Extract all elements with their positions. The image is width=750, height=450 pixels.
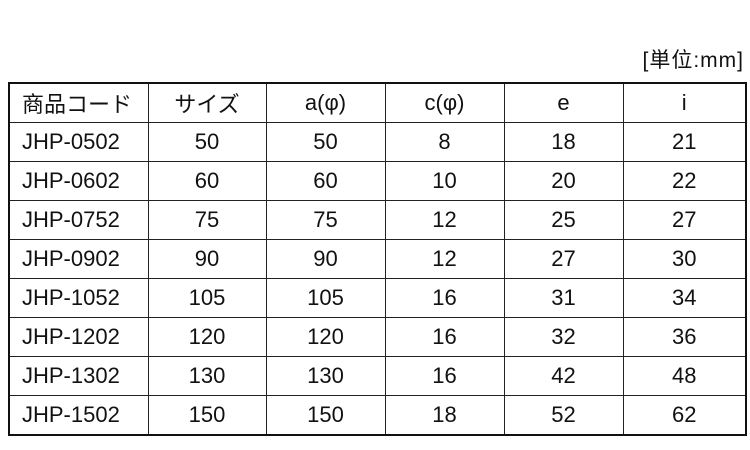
- cell-a-diameter: 50: [265, 122, 386, 162]
- table-row: JHP-0902 90 90 12 27 30: [8, 239, 747, 279]
- table-row: JHP-0752 75 75 12 25 27: [8, 200, 747, 240]
- cell-product-code: JHP-0902: [8, 239, 149, 279]
- cell-e: 31: [503, 278, 624, 318]
- header-e: e: [503, 82, 624, 123]
- cell-e: 52: [503, 395, 624, 436]
- cell-c-diameter: 12: [384, 200, 505, 240]
- cell-size: 90: [147, 239, 267, 279]
- cell-product-code: JHP-0752: [8, 200, 149, 240]
- cell-a-diameter: 105: [265, 278, 386, 318]
- table-row: JHP-1052 105 105 16 31 34: [8, 278, 747, 318]
- cell-a-diameter: 60: [265, 161, 386, 201]
- cell-i: 30: [622, 239, 747, 279]
- cell-i: 62: [622, 395, 747, 436]
- cell-size: 60: [147, 161, 267, 201]
- cell-e: 25: [503, 200, 624, 240]
- cell-size: 120: [147, 317, 267, 357]
- dimension-table: 商品コード サイズ a(φ) c(φ) e i JHP-0502 50 50 8 18 21 JHP-0…: [8, 82, 747, 436]
- cell-i: 27: [622, 200, 747, 240]
- cell-a-diameter: 75: [265, 200, 386, 240]
- header-product-code: 商品コード: [8, 82, 149, 123]
- cell-size: 75: [147, 200, 267, 240]
- cell-e: 27: [503, 239, 624, 279]
- cell-size: 150: [147, 395, 267, 436]
- cell-a-diameter: 90: [265, 239, 386, 279]
- cell-size: 105: [147, 278, 267, 318]
- cell-c-diameter: 16: [384, 317, 505, 357]
- cell-e: 18: [503, 122, 624, 162]
- table-row: JHP-1502 150 150 18 52 62: [8, 395, 747, 436]
- header-a-diameter: a(φ): [265, 82, 386, 123]
- cell-e: 42: [503, 356, 624, 396]
- cell-product-code: JHP-1202: [8, 317, 149, 357]
- table-row: JHP-0502 50 50 8 18 21: [8, 122, 747, 162]
- cell-c-diameter: 16: [384, 278, 505, 318]
- cell-product-code: JHP-1302: [8, 356, 149, 396]
- cell-e: 32: [503, 317, 624, 357]
- cell-c-diameter: 12: [384, 239, 505, 279]
- cell-c-diameter: 10: [384, 161, 505, 201]
- cell-size: 130: [147, 356, 267, 396]
- cell-size: 50: [147, 122, 267, 162]
- cell-a-diameter: 120: [265, 317, 386, 357]
- unit-label: [単位:mm]: [642, 49, 744, 72]
- cell-c-diameter: 8: [384, 122, 505, 162]
- cell-e: 20: [503, 161, 624, 201]
- cell-product-code: JHP-1502: [8, 395, 149, 436]
- table-row: JHP-0602 60 60 10 20 22: [8, 161, 747, 201]
- cell-i: 36: [622, 317, 747, 357]
- cell-c-diameter: 16: [384, 356, 505, 396]
- cell-product-code: JHP-0502: [8, 122, 149, 162]
- cell-product-code: JHP-1052: [8, 278, 149, 318]
- table-row: JHP-1302 130 130 16 42 48: [8, 356, 747, 396]
- header-i: i: [622, 82, 747, 123]
- cell-a-diameter: 130: [265, 356, 386, 396]
- cell-a-diameter: 150: [265, 395, 386, 436]
- table-header-row: 商品コード サイズ a(φ) c(φ) e i: [8, 82, 747, 123]
- cell-product-code: JHP-0602: [8, 161, 149, 201]
- cell-i: 21: [622, 122, 747, 162]
- cell-c-diameter: 18: [384, 395, 505, 436]
- cell-i: 48: [622, 356, 747, 396]
- cell-i: 34: [622, 278, 747, 318]
- header-size: サイズ: [147, 82, 267, 123]
- table-row: JHP-1202 120 120 16 32 36: [8, 317, 747, 357]
- cell-i: 22: [622, 161, 747, 201]
- header-c-diameter: c(φ): [384, 82, 505, 123]
